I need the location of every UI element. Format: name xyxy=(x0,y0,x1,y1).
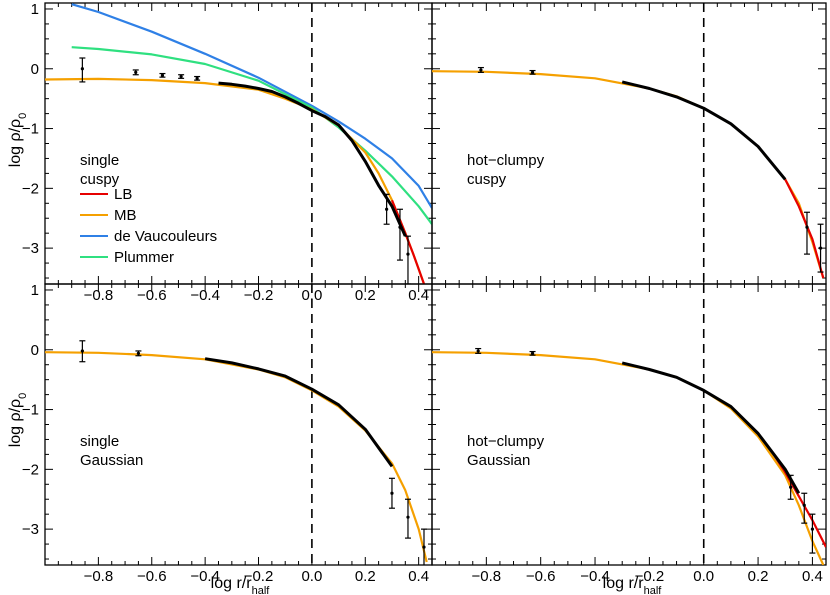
x-tick-label: 0.2 xyxy=(355,568,376,585)
panel-annotation: single xyxy=(80,433,119,450)
panel-top-right: hot−clumpy cuspy xyxy=(431,2,827,285)
data-point xyxy=(479,68,483,72)
data-point xyxy=(134,70,138,74)
data-point xyxy=(195,76,199,80)
panel-series xyxy=(45,3,432,284)
y-tick-label: 1 xyxy=(31,282,39,299)
y-tick-label: −2 xyxy=(22,461,39,478)
panel-annotation: Gaussian xyxy=(467,452,530,469)
y-tick-label: 1 xyxy=(31,1,39,18)
data-point xyxy=(802,503,806,507)
x-tick-label: −0.2 xyxy=(635,568,665,585)
data-point xyxy=(406,515,410,519)
data-point xyxy=(160,73,165,77)
y-tick-label: −3 xyxy=(22,521,39,538)
x-tick-label: 0.4 xyxy=(802,568,823,585)
data-point xyxy=(789,485,793,489)
data-point xyxy=(390,491,394,495)
x-tick-label: −0.4 xyxy=(190,568,220,585)
data-point xyxy=(818,246,823,250)
data-point xyxy=(136,351,141,355)
y-tick-label: −3 xyxy=(22,240,39,257)
x-tick-label: −0.8 xyxy=(84,287,114,304)
series-data xyxy=(621,80,787,181)
series-data xyxy=(204,357,394,468)
x-tick-label: 0.0 xyxy=(693,568,714,585)
panel-annotation: hot−clumpy xyxy=(467,152,545,169)
y-tick-label: −1 xyxy=(22,402,39,419)
data-point xyxy=(80,349,84,353)
data-point xyxy=(406,252,410,256)
legend-label: de Vaucouleurs xyxy=(114,228,217,245)
series-data xyxy=(621,361,801,495)
series-de-vaucouleurs xyxy=(71,3,432,209)
data-point xyxy=(530,70,535,74)
x-tick-label: −0.2 xyxy=(244,287,274,304)
data-point xyxy=(805,225,809,229)
y-axis-label-top: log ρ/ρ0 xyxy=(7,113,29,168)
panel-frame xyxy=(431,283,827,566)
data-point xyxy=(810,527,815,531)
panel-annotation: cuspy xyxy=(467,171,507,188)
legend-label: LB xyxy=(114,186,132,203)
panel-series xyxy=(432,66,825,279)
panel-top-left: 1 0 −1 −2 −3 −0.8 −0.6 −0.4 −0.2 0.0 0.2 0.4 single c… xyxy=(22,1,433,304)
panel-bottom-right: −0.8 −0.6 −0.4 −0.2 0.0 0.2 0.4 hot−clumpy Gauss… xyxy=(431,283,827,585)
x-tick-label: 0.4 xyxy=(408,287,429,304)
axis-labels: log ρ/ρ0 log ρ/ρ0 log r/rhalf log r/rhal… xyxy=(7,113,662,595)
x-tick-label: −0.6 xyxy=(526,568,556,585)
x-tick-label: 0.2 xyxy=(355,287,376,304)
data-point xyxy=(179,74,183,79)
x-tick-label: −0.4 xyxy=(190,287,220,304)
panel-frame xyxy=(44,283,433,566)
data-point xyxy=(80,67,84,71)
data-point xyxy=(398,225,402,229)
panel-annotation: hot−clumpy xyxy=(467,433,545,450)
y-tick-label: 0 xyxy=(31,342,39,359)
x-tick-label: −0.8 xyxy=(472,568,502,585)
panel-annotation: cuspy xyxy=(80,171,120,188)
series-data xyxy=(218,81,407,237)
x-tick-label: −0.8 xyxy=(84,568,114,585)
x-tick-label: 0.2 xyxy=(748,568,769,585)
panel-annotation: Gaussian xyxy=(80,452,143,469)
series-lb xyxy=(390,199,426,284)
data-point xyxy=(385,207,389,211)
panel-frame xyxy=(431,2,827,285)
data-point xyxy=(422,545,426,549)
x-tick-label: 0.0 xyxy=(301,568,322,585)
legend-label: MB xyxy=(114,207,137,224)
x-tick-label: −0.4 xyxy=(580,568,610,585)
y-tick-label: −2 xyxy=(22,180,39,197)
series-lb xyxy=(784,178,825,279)
x-tick-label: 0.0 xyxy=(301,287,322,304)
series-lb xyxy=(770,450,826,548)
x-tick-label: −0.2 xyxy=(244,568,274,585)
y-tick-label: −1 xyxy=(22,121,39,138)
legend-label: Plummer xyxy=(114,249,174,266)
panels: 1 0 −1 −2 −3 −0.8 −0.6 −0.4 −0.2 0.0 0.2 0.4 single c… xyxy=(22,1,827,585)
panel-annotation: single xyxy=(80,152,119,169)
y-axis-label-bottom: log ρ/ρ0 xyxy=(7,393,29,448)
x-tick-label: 0.4 xyxy=(408,568,429,585)
panel-series xyxy=(432,347,826,565)
x-tick-label: −0.6 xyxy=(137,287,167,304)
panel-bottom-left: 1 0 −1 −2 −3 −0.8 −0.6 −0.4 −0.2 0.0 0.2 0.4 single G… xyxy=(22,282,433,585)
y-tick-label: 0 xyxy=(31,61,39,78)
data-point xyxy=(476,349,480,353)
data-point xyxy=(530,351,535,355)
x-tick-label: −0.6 xyxy=(137,568,167,585)
panel-frame xyxy=(44,2,433,285)
series-plummer xyxy=(71,46,432,225)
panel-series xyxy=(45,340,428,565)
x-axis-label-right: log r/rhalf xyxy=(603,575,663,595)
x-axis-label-left: log r/rhalf xyxy=(211,575,271,595)
